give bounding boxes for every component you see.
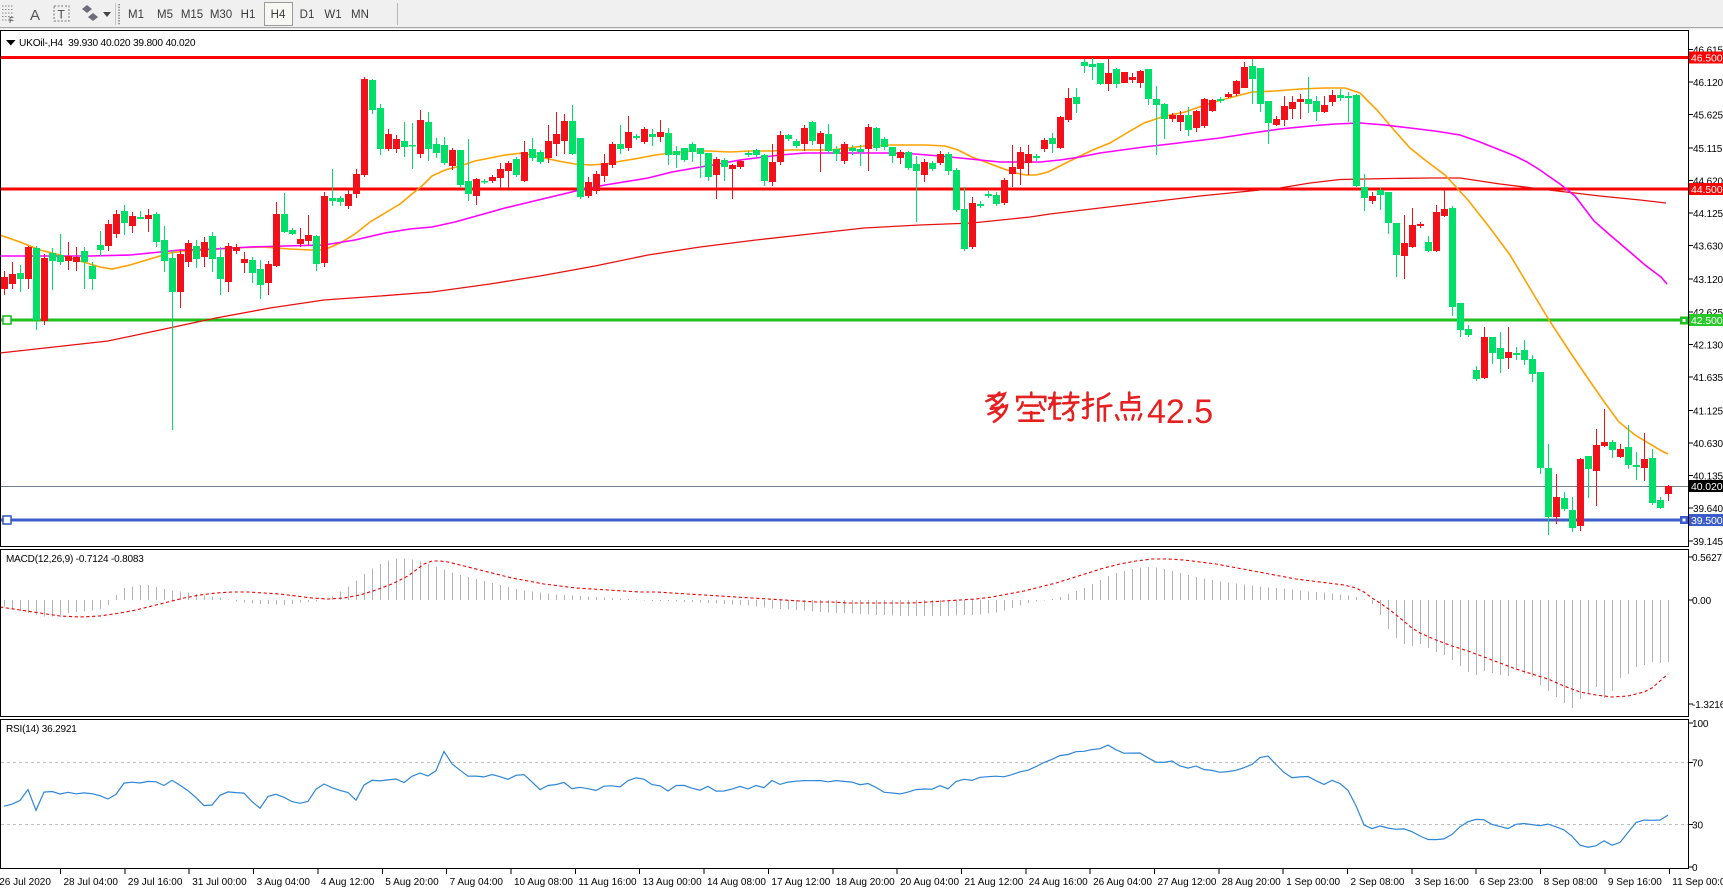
svg-text:42.500: 42.500 [1691, 315, 1723, 327]
svg-text:0.00: 0.00 [1692, 596, 1712, 607]
svg-text:42.625: 42.625 [1693, 308, 1723, 319]
svg-text:M15: M15 [181, 9, 203, 21]
svg-text:1 Sep 00:00: 1 Sep 00:00 [1286, 877, 1340, 888]
svg-text:3 Sep 16:00: 3 Sep 16:00 [1415, 877, 1469, 888]
svg-text:4 Aug 12:00: 4 Aug 12:00 [321, 877, 375, 888]
svg-text:29 Jul 16:00: 29 Jul 16:00 [128, 877, 183, 888]
svg-text:39.145: 39.145 [1693, 537, 1723, 548]
svg-text:28 Jul 04:00: 28 Jul 04:00 [64, 877, 119, 888]
svg-text:3 Aug 04:00: 3 Aug 04:00 [257, 877, 311, 888]
svg-text:24 Aug 16:00: 24 Aug 16:00 [1029, 877, 1088, 888]
svg-text:7 Aug 04:00: 7 Aug 04:00 [450, 877, 504, 888]
svg-text:11 Aug 16:00: 11 Aug 16:00 [578, 877, 637, 888]
svg-text:31 Jul 00:00: 31 Jul 00:00 [192, 877, 247, 888]
svg-text:MACD(12,26,9) -0.7124 -0.8083: MACD(12,26,9) -0.7124 -0.8083 [6, 554, 144, 565]
svg-text:46.120: 46.120 [1693, 78, 1723, 89]
svg-text:41.635: 41.635 [1693, 373, 1723, 384]
svg-text:M30: M30 [210, 9, 232, 21]
svg-text:6 Sep 23:00: 6 Sep 23:00 [1479, 877, 1533, 888]
svg-text:30: 30 [1692, 821, 1703, 832]
svg-text:45.115: 45.115 [1693, 144, 1723, 155]
svg-text:42.5: 42.5 [1147, 393, 1213, 431]
svg-text:45.625: 45.625 [1693, 111, 1723, 122]
svg-text:46.500: 46.500 [1691, 53, 1723, 65]
svg-text:39.500: 39.500 [1691, 515, 1723, 527]
svg-text:M1: M1 [128, 9, 144, 21]
svg-text:27 Aug 12:00: 27 Aug 12:00 [1158, 877, 1217, 888]
svg-text:H4: H4 [271, 9, 286, 21]
svg-text:13 Aug 00:00: 13 Aug 00:00 [643, 877, 702, 888]
svg-text:W1: W1 [324, 9, 341, 21]
svg-text:28 Aug 20:00: 28 Aug 20:00 [1222, 877, 1281, 888]
svg-text:11 Sep 00:00: 11 Sep 00:00 [1672, 877, 1723, 888]
svg-text:F: F [9, 16, 14, 25]
svg-text:9 Sep 16:00: 9 Sep 16:00 [1608, 877, 1662, 888]
svg-text:44.125: 44.125 [1693, 209, 1723, 220]
svg-text:44.500: 44.500 [1691, 184, 1723, 196]
svg-text:100: 100 [1692, 719, 1709, 730]
svg-text:39.640: 39.640 [1693, 504, 1723, 515]
svg-text:42.130: 42.130 [1693, 340, 1723, 351]
svg-text:40.020: 40.020 [1691, 481, 1723, 493]
svg-text:46.615: 46.615 [1693, 45, 1723, 56]
svg-text:-1.3216: -1.3216 [1692, 700, 1723, 711]
svg-text:M5: M5 [157, 9, 173, 21]
svg-text:D1: D1 [300, 9, 315, 21]
svg-text:A: A [30, 7, 40, 24]
svg-text:43.630: 43.630 [1693, 242, 1723, 253]
svg-text:70: 70 [1692, 759, 1703, 770]
svg-text:H1: H1 [241, 9, 256, 21]
svg-text:10 Aug 08:00: 10 Aug 08:00 [514, 877, 573, 888]
svg-text:44.620: 44.620 [1693, 177, 1723, 188]
svg-text:0: 0 [1692, 863, 1698, 874]
svg-text:20 Aug 04:00: 20 Aug 04:00 [900, 877, 959, 888]
svg-text:26 Aug 04:00: 26 Aug 04:00 [1093, 877, 1152, 888]
svg-text:RSI(14) 36.2921: RSI(14) 36.2921 [6, 724, 77, 735]
svg-text:41.125: 41.125 [1693, 407, 1723, 418]
svg-text:5 Aug 20:00: 5 Aug 20:00 [385, 877, 439, 888]
svg-text:MN: MN [351, 9, 369, 21]
svg-text:8 Sep 08:00: 8 Sep 08:00 [1544, 877, 1598, 888]
svg-text:UKOil-,H4 39.930 40.020 39.80: UKOil-,H4 39.930 40.020 39.800 40.020 [19, 38, 196, 49]
svg-text:14 Aug 08:00: 14 Aug 08:00 [707, 877, 766, 888]
svg-text:2 Sep 08:00: 2 Sep 08:00 [1351, 877, 1405, 888]
svg-text:17 Aug 12:00: 17 Aug 12:00 [771, 877, 830, 888]
svg-text:21 Aug 12:00: 21 Aug 12:00 [964, 877, 1023, 888]
svg-text:18 Aug 20:00: 18 Aug 20:00 [836, 877, 895, 888]
svg-text:43.120: 43.120 [1693, 275, 1723, 286]
svg-text:T: T [58, 8, 66, 22]
svg-text:0.5627: 0.5627 [1692, 553, 1723, 564]
svg-text:26 Jul 2020: 26 Jul 2020 [0, 877, 51, 888]
svg-text:40.630: 40.630 [1693, 439, 1723, 450]
svg-text:40.135: 40.135 [1693, 472, 1723, 483]
